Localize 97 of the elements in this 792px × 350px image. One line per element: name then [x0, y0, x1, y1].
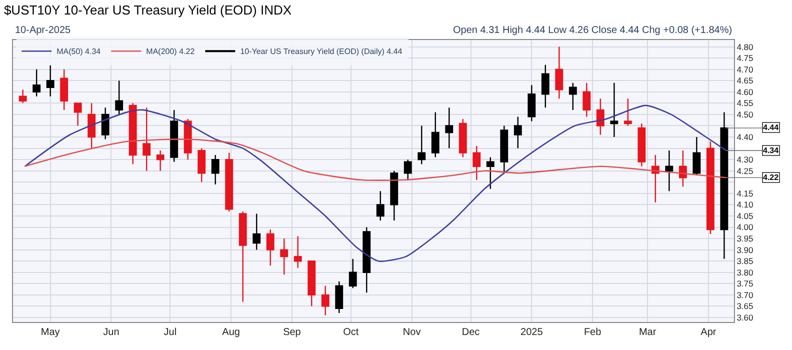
y-tick-label: 4.55 — [736, 98, 754, 108]
y-tick-label: 3.95 — [736, 234, 754, 244]
candlestick — [458, 118, 467, 158]
y-tick-label: 4.50 — [736, 109, 754, 120]
candlestick — [610, 82, 618, 138]
candlestick — [720, 112, 728, 260]
candlestick — [225, 152, 234, 212]
line-series — [24, 104, 727, 262]
y-tick-label: 3.70 — [736, 290, 754, 300]
legend-label: 10-Year US Treasury Yield (EOD) (Daily) 4.44 — [240, 47, 403, 56]
candlestick — [60, 68, 68, 111]
y-tick-label: 4.25 — [736, 166, 754, 176]
y-tick-label: 4.40 — [736, 132, 754, 142]
candlestick — [266, 228, 274, 266]
candlestick — [706, 140, 714, 235]
x-tick-label: 2025 — [520, 327, 544, 338]
candlestick — [101, 107, 110, 140]
candlestick — [638, 122, 646, 167]
annotation: 4.22 — [763, 173, 780, 182]
candlestick — [88, 102, 96, 149]
annotation: 4.44 — [763, 123, 780, 132]
x-tick-label: Dec — [462, 327, 480, 338]
candlestick — [18, 89, 27, 104]
candlestick — [514, 116, 522, 149]
candlestick — [74, 102, 82, 126]
x-tick-label: Nov — [402, 327, 421, 338]
candlestick — [198, 148, 206, 183]
candlestick — [500, 125, 508, 174]
candlestick — [280, 238, 288, 276]
legend-label: MA(200) 4.22 — [146, 47, 196, 56]
x-tick-label: Mar — [638, 327, 657, 338]
chart-title: $UST10Y 10-Year US Treasury Yield (EOD) INDX — [4, 2, 292, 18]
y-tick-label: 3.80 — [736, 267, 754, 278]
y-tick-label: 3.60 — [736, 312, 754, 322]
y-tick-label: 4.75 — [736, 53, 754, 64]
candlestick — [528, 84, 536, 122]
candlestick — [665, 150, 674, 192]
candlestick — [184, 118, 192, 160]
candlestick — [348, 258, 357, 289]
candlestick — [568, 82, 577, 111]
candlestick — [418, 125, 426, 165]
x-tick-label: Oct — [343, 327, 359, 338]
x-tick-label: Aug — [222, 327, 240, 338]
y-tick-label: 4.60 — [736, 86, 754, 97]
candlestick — [390, 170, 398, 222]
x-tick-label: Feb — [584, 327, 602, 338]
candlestick — [128, 102, 137, 165]
text: Open 4.31 High 4.44 Low 4.26 Close 4.44 Chg +0.08 (+1.84%) — [453, 25, 732, 36]
candlestick — [555, 46, 564, 100]
candlestick — [472, 145, 481, 180]
x-tick-label: May — [40, 327, 60, 338]
x-tick-label: Jun — [103, 327, 120, 338]
candlestick — [678, 150, 687, 188]
candlestick — [308, 260, 316, 307]
y-tick-label: 4.65 — [736, 76, 754, 86]
candlestick — [651, 154, 660, 204]
candlestick — [624, 98, 632, 126]
candlestick — [252, 213, 261, 250]
candlestick — [596, 98, 604, 136]
candlestick — [238, 210, 247, 302]
candlestick — [156, 150, 164, 172]
y-tick-label: 3.90 — [736, 244, 754, 255]
candlestick — [541, 64, 550, 108]
candlestick — [362, 226, 371, 294]
line-series — [24, 138, 727, 181]
y-tick-label: 4.00 — [736, 222, 754, 232]
y-tick-label: 4.05 — [736, 210, 754, 221]
text: 10-Apr-2025 — [15, 25, 72, 36]
candlestick — [321, 285, 330, 316]
candlestick — [335, 280, 344, 314]
candlestick — [115, 80, 124, 116]
y-tick-label: 4.10 — [736, 200, 754, 210]
candlestick — [46, 64, 54, 97]
y-tick-label: 4.15 — [736, 188, 754, 198]
y-tick-label: 4.30 — [736, 154, 754, 165]
candlestick — [376, 190, 384, 222]
candlestick — [32, 68, 41, 97]
candlestick — [404, 158, 412, 180]
y-tick-label: 3.85 — [736, 256, 754, 266]
candlestick — [582, 82, 591, 118]
y-tick-label: 4.70 — [736, 64, 754, 74]
candlestick — [692, 136, 701, 176]
candlestick — [294, 236, 302, 268]
x-tick-label: Apr — [700, 327, 717, 338]
y-tick-label: 4.80 — [736, 42, 754, 52]
candlestick — [486, 156, 494, 190]
legend-label: MA(50) 4.34 — [56, 47, 102, 56]
candlestick — [142, 107, 151, 172]
candlestick — [431, 112, 440, 158]
candlestick — [211, 154, 220, 185]
y-tick-label: 3.65 — [736, 301, 754, 312]
x-tick-label: Jul — [164, 327, 177, 338]
y-tick-label: 3.75 — [736, 278, 754, 289]
candlestick — [170, 109, 178, 162]
annotation: 4.34 — [763, 146, 780, 155]
candlestick — [445, 107, 454, 149]
x-tick-label: Sep — [283, 327, 302, 338]
